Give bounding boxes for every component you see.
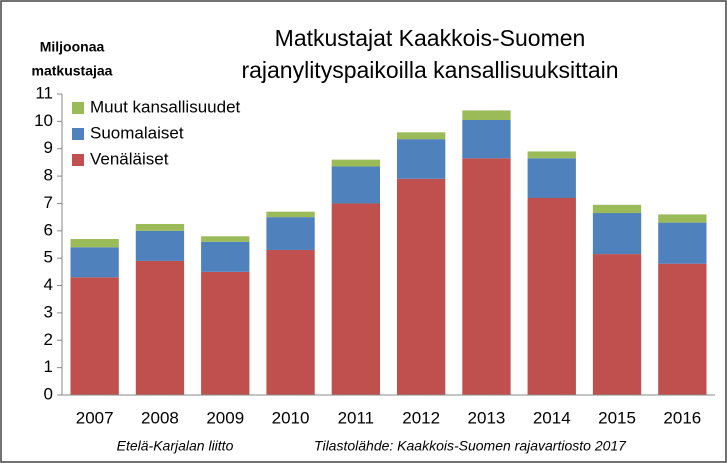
legend-swatch: [72, 154, 84, 166]
y-axis-label: matkustajaa: [32, 63, 113, 79]
y-tick-label: 3: [44, 302, 53, 321]
bar-segment: [527, 197, 576, 395]
legend-label: Muut kansallisuudet: [90, 97, 241, 116]
y-tick-label: 5: [44, 248, 53, 267]
chart-title: rajanylityspaikoilla kansallisuuksittain: [241, 57, 618, 83]
bar-segment: [658, 214, 707, 223]
y-tick-label: 2: [44, 330, 53, 349]
bar-segment: [135, 260, 185, 395]
bar-segment: [462, 119, 511, 159]
bar-segment: [201, 236, 250, 242]
legend-label: Venäläiset: [90, 149, 169, 168]
bar-segment: [462, 110, 511, 120]
bar-segment: [135, 223, 185, 231]
y-axis-label: Miljoonaa: [40, 39, 105, 55]
bar-segment: [331, 166, 381, 204]
bar-segment: [396, 132, 446, 140]
note: Tilastolähde: Kaakkois-Suomen rajavartio…: [314, 438, 627, 454]
chart-title: Matkustajat Kaakkois-Suomen: [275, 25, 586, 51]
x-tick-label: 2015: [598, 408, 636, 427]
bar-segment: [70, 239, 119, 248]
x-tick-label: 2012: [402, 408, 440, 427]
bar-segment: [331, 159, 381, 167]
y-tick-label: 8: [44, 166, 53, 185]
x-tick-label: 2014: [533, 408, 571, 427]
y-tick-label: 7: [44, 193, 53, 212]
bar-segment: [527, 158, 576, 198]
y-tick-label: 10: [34, 111, 53, 130]
bar-segment: [266, 249, 315, 395]
y-tick-label: 11: [35, 83, 53, 102]
note: Etelä-Karjalan liitto: [117, 438, 234, 454]
bar-segment: [266, 217, 315, 250]
bar-segment: [201, 241, 250, 272]
y-tick-label: 4: [44, 275, 53, 294]
bar-segment: [592, 204, 642, 214]
y-tick-label: 0: [44, 384, 53, 403]
x-tick-label: 2008: [141, 408, 179, 427]
bar-segment: [266, 211, 315, 218]
bar-segment: [396, 139, 446, 179]
bar-segment: [70, 277, 119, 395]
bar-segment: [592, 254, 642, 395]
legend-swatch: [72, 128, 84, 140]
bar-segment: [135, 230, 185, 261]
bar-segment: [592, 213, 642, 255]
y-tick-label: 6: [44, 220, 53, 239]
bar-segment: [658, 222, 707, 264]
bar-segment: [396, 178, 446, 395]
x-tick-label: 2010: [272, 408, 310, 427]
y-tick-label: 9: [44, 138, 53, 157]
x-tick-label: 2007: [76, 408, 114, 427]
legend-swatch: [72, 102, 84, 114]
y-tick-label: 1: [44, 357, 53, 376]
bar-segment: [70, 247, 119, 278]
x-tick-label: 2013: [468, 408, 506, 427]
bar-segment: [201, 271, 250, 395]
bar-segment: [527, 151, 576, 159]
x-tick-label: 2009: [206, 408, 244, 427]
legend-label: Suomalaiset: [90, 123, 184, 142]
x-tick-label: 2016: [663, 408, 701, 427]
bar-segment: [658, 263, 707, 395]
bar-segment: [462, 158, 511, 395]
x-tick-label: 2011: [338, 408, 375, 427]
bar-segment: [331, 203, 381, 395]
